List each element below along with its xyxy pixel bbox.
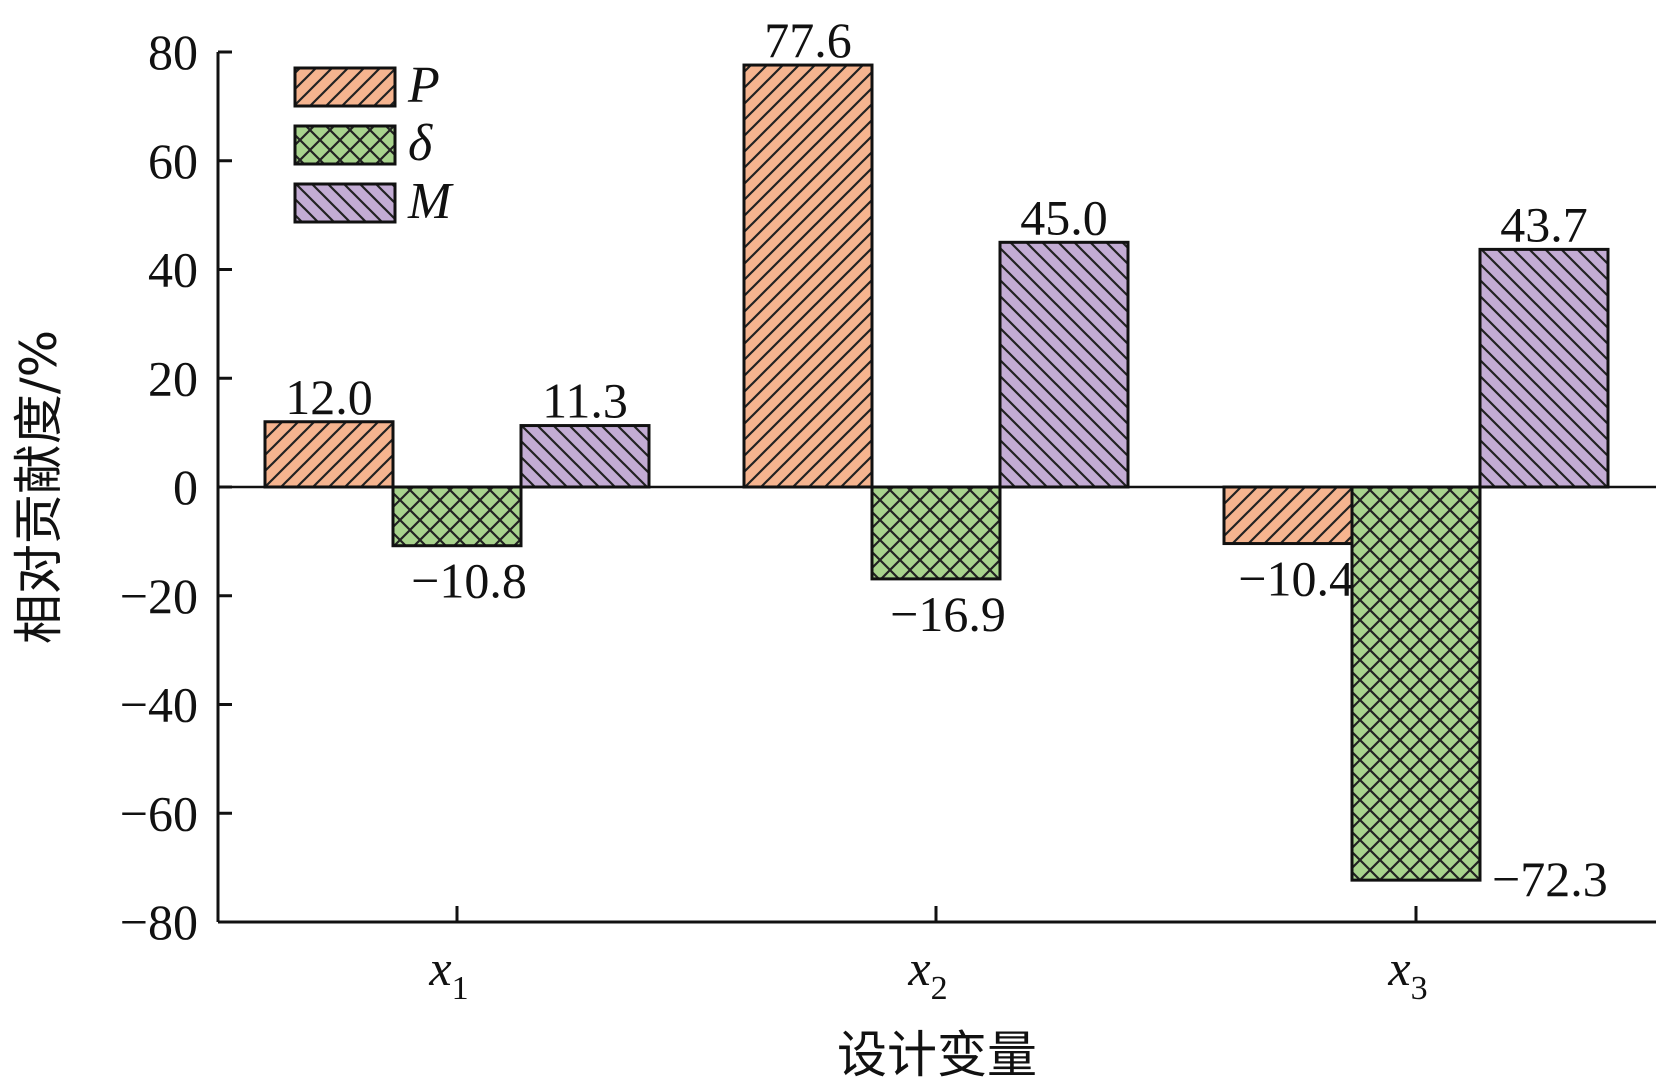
data-label: −10.8 bbox=[411, 553, 527, 609]
legend-label: P bbox=[407, 57, 440, 114]
bars bbox=[263, 63, 1610, 882]
bar-p-x3 bbox=[1222, 485, 1354, 546]
bar-m-x3 bbox=[1478, 247, 1610, 489]
data-label: 43.7 bbox=[1500, 196, 1588, 252]
x-tick-label: x2 bbox=[907, 940, 947, 1007]
bar-p-x1 bbox=[263, 420, 395, 489]
x-tick-label: x1 bbox=[428, 940, 468, 1007]
legend-swatch bbox=[293, 124, 397, 166]
bar-delta-x3 bbox=[1350, 485, 1482, 882]
legend: PδM bbox=[293, 57, 454, 230]
data-label: 12.0 bbox=[285, 369, 373, 425]
legend-swatch bbox=[293, 66, 397, 108]
y-tick-label: −40 bbox=[120, 677, 198, 733]
data-label: −10.4 bbox=[1238, 551, 1354, 607]
bar-m-x1 bbox=[519, 424, 651, 489]
y-tick-label: −60 bbox=[120, 785, 198, 841]
bar-m-x2 bbox=[998, 240, 1130, 489]
x-axis-title: 设计变量 bbox=[837, 1026, 1037, 1084]
y-axis-title: 相对贡献度/% bbox=[10, 330, 68, 644]
data-label: 45.0 bbox=[1020, 189, 1108, 245]
x-ticks: x1 x2 x3 bbox=[428, 906, 1428, 1007]
bar-p-x2 bbox=[742, 63, 874, 489]
legend-swatch bbox=[293, 182, 397, 224]
data-label: −72.3 bbox=[1492, 851, 1608, 907]
y-ticks: 80 60 40 20 0 −20 −40 −60 −80 bbox=[120, 24, 232, 950]
x-tick-label: x3 bbox=[1387, 940, 1427, 1007]
y-tick-label: 40 bbox=[148, 242, 198, 298]
y-tick-label: 0 bbox=[173, 459, 198, 515]
data-label: 77.6 bbox=[764, 12, 852, 68]
y-tick-label: −80 bbox=[120, 894, 198, 950]
data-label: −16.9 bbox=[890, 586, 1006, 642]
legend-label: M bbox=[407, 173, 454, 230]
legend-label: δ bbox=[408, 115, 433, 172]
bar-delta-x2 bbox=[870, 485, 1002, 581]
y-tick-label: 80 bbox=[148, 24, 198, 80]
y-tick-label: −20 bbox=[120, 568, 198, 624]
y-tick-label: 60 bbox=[148, 133, 198, 189]
bar-delta-x1 bbox=[391, 485, 523, 548]
data-labels: 12.0 −10.8 11.3 77.6 −16.9 45.0 −10.4 −72.3 43.7 bbox=[285, 12, 1607, 907]
data-label: 11.3 bbox=[542, 373, 628, 429]
y-tick-label: 20 bbox=[148, 350, 198, 406]
